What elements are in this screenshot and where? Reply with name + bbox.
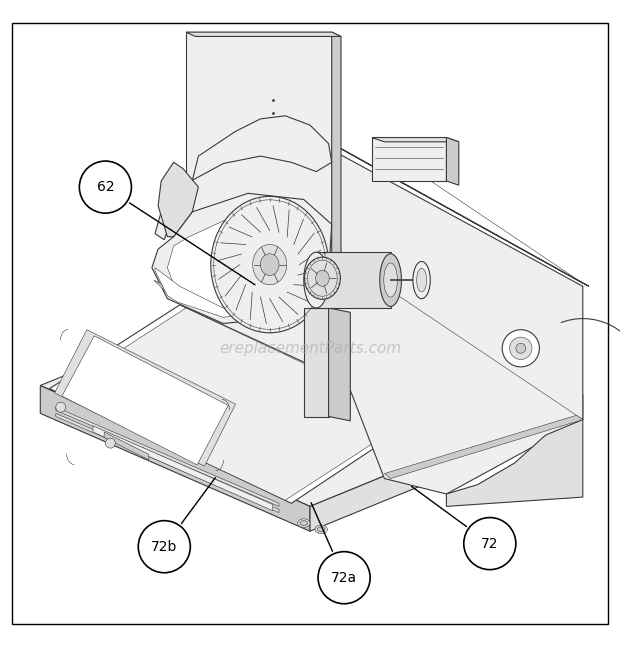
Text: 72: 72 — [481, 536, 498, 551]
Polygon shape — [316, 252, 391, 308]
Polygon shape — [372, 138, 446, 181]
Ellipse shape — [413, 261, 430, 299]
Circle shape — [516, 344, 526, 353]
Polygon shape — [40, 386, 310, 531]
Polygon shape — [104, 432, 149, 460]
Circle shape — [56, 402, 66, 412]
Polygon shape — [158, 162, 198, 237]
Polygon shape — [384, 415, 583, 479]
Text: 62: 62 — [97, 180, 114, 194]
Ellipse shape — [316, 270, 329, 287]
Polygon shape — [186, 32, 341, 36]
Polygon shape — [40, 274, 583, 507]
Polygon shape — [93, 426, 273, 510]
Circle shape — [310, 274, 322, 287]
Polygon shape — [56, 308, 415, 500]
Polygon shape — [155, 116, 332, 240]
Polygon shape — [332, 32, 341, 297]
Polygon shape — [372, 138, 459, 142]
Polygon shape — [155, 268, 316, 317]
Polygon shape — [186, 32, 332, 292]
Ellipse shape — [315, 525, 327, 534]
Ellipse shape — [211, 197, 329, 333]
Text: 72a: 72a — [331, 571, 357, 585]
Ellipse shape — [317, 527, 325, 532]
Ellipse shape — [260, 254, 279, 276]
Circle shape — [502, 330, 539, 367]
Polygon shape — [446, 138, 459, 185]
Polygon shape — [56, 407, 279, 507]
Ellipse shape — [304, 257, 340, 300]
Polygon shape — [310, 395, 583, 531]
Polygon shape — [152, 193, 332, 324]
Polygon shape — [55, 330, 236, 466]
Text: 72b: 72b — [151, 540, 177, 554]
Ellipse shape — [298, 519, 310, 527]
Polygon shape — [50, 305, 422, 503]
Circle shape — [464, 518, 516, 569]
Polygon shape — [446, 420, 583, 507]
Circle shape — [318, 552, 370, 604]
Polygon shape — [332, 150, 583, 494]
Polygon shape — [167, 209, 316, 314]
Ellipse shape — [300, 521, 308, 525]
Polygon shape — [154, 280, 180, 302]
Polygon shape — [332, 144, 589, 287]
Ellipse shape — [417, 269, 427, 292]
Text: ereplacementParts.com: ereplacementParts.com — [219, 341, 401, 356]
Circle shape — [105, 438, 115, 448]
Polygon shape — [304, 308, 329, 417]
Polygon shape — [62, 336, 228, 465]
Ellipse shape — [304, 252, 329, 308]
Polygon shape — [329, 308, 350, 421]
Circle shape — [510, 337, 532, 360]
Ellipse shape — [379, 254, 402, 307]
Circle shape — [79, 161, 131, 213]
Ellipse shape — [253, 245, 286, 285]
Polygon shape — [56, 413, 279, 512]
Ellipse shape — [384, 263, 397, 297]
Circle shape — [138, 521, 190, 573]
